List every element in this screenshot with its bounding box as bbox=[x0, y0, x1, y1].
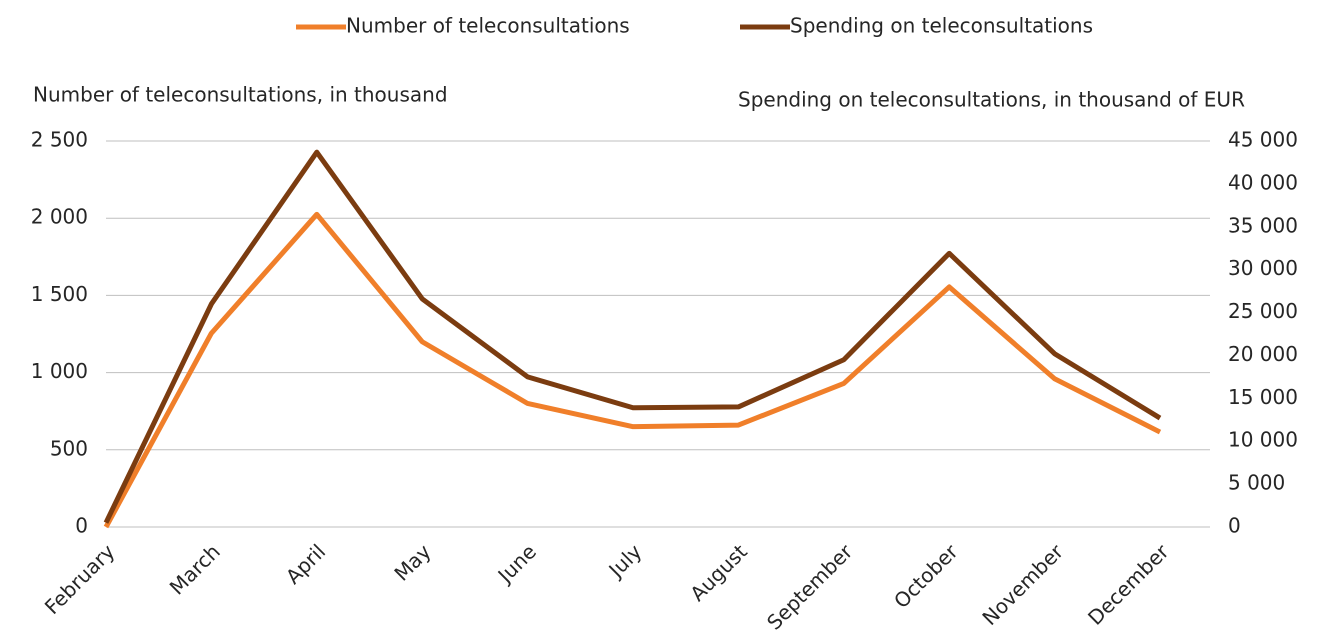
x-tick-label: July bbox=[603, 539, 647, 583]
x-tick-label: June bbox=[492, 539, 541, 588]
x-tick-label: March bbox=[165, 539, 225, 599]
legend-label: Spending on teleconsultations bbox=[790, 14, 1093, 38]
y2-tick-label: 40 000 bbox=[1228, 170, 1298, 194]
y2-tick-label: 15 000 bbox=[1228, 385, 1298, 409]
y-tick-label: 1 500 bbox=[31, 282, 88, 306]
x-tick-label: August bbox=[685, 539, 752, 606]
y2-tick-label: 5 000 bbox=[1228, 471, 1285, 495]
y-axis-title: Number of teleconsultations, in thousand bbox=[33, 83, 448, 107]
y-tick-label: 2 000 bbox=[31, 205, 88, 229]
x-tick-label: November bbox=[977, 539, 1068, 630]
y2-tick-label: 10 000 bbox=[1228, 428, 1298, 452]
x-tick-label: February bbox=[40, 539, 120, 619]
series-line bbox=[103, 211, 1162, 529]
y2-tick-label: 20 000 bbox=[1228, 342, 1298, 366]
y-tick-label: 1 000 bbox=[31, 359, 88, 383]
x-tick-label: October bbox=[889, 539, 963, 613]
legend-label: Number of teleconsultations bbox=[346, 14, 630, 38]
y2-tick-label: 45 000 bbox=[1228, 128, 1298, 152]
y2-axis-title: Spending on teleconsultations, in thousa… bbox=[738, 88, 1245, 112]
x-tick-label: April bbox=[281, 539, 330, 588]
x-tick-label: September bbox=[762, 539, 858, 635]
y-tick-label: 500 bbox=[50, 436, 88, 460]
x-tick-label: December bbox=[1083, 539, 1174, 630]
y-tick-label: 0 bbox=[75, 514, 88, 538]
y2-tick-label: 0 bbox=[1228, 514, 1241, 538]
y-tick-label: 2 500 bbox=[31, 128, 88, 152]
x-tick-label: May bbox=[389, 539, 435, 585]
y2-tick-label: 35 000 bbox=[1228, 213, 1298, 237]
series-line bbox=[103, 149, 1162, 524]
y2-tick-label: 30 000 bbox=[1228, 256, 1298, 280]
y2-tick-label: 25 000 bbox=[1228, 299, 1298, 323]
